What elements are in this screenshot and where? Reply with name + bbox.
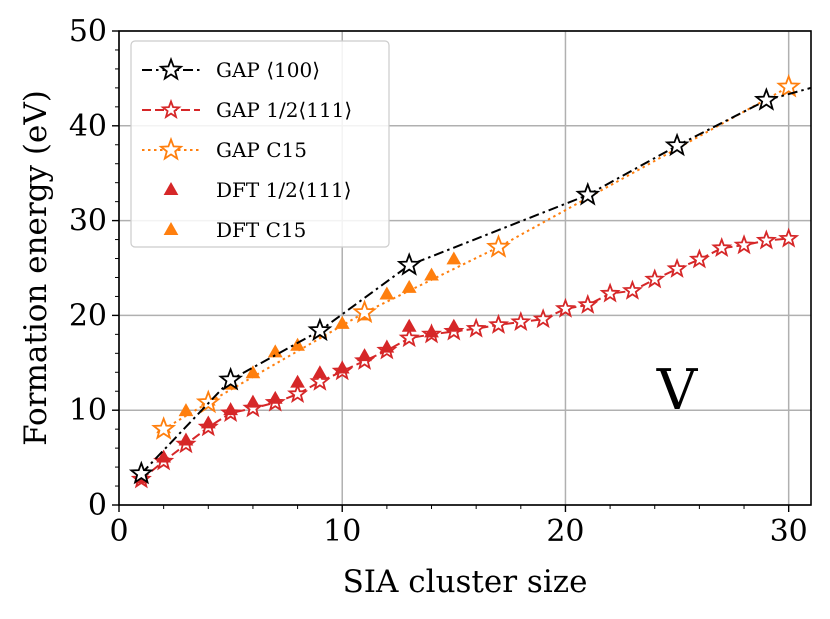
data-point-star bbox=[688, 248, 710, 269]
data-point-star bbox=[577, 293, 599, 314]
y-tick-label: 20 bbox=[69, 298, 107, 333]
data-point-star bbox=[554, 297, 576, 318]
y-tick-label: 30 bbox=[69, 204, 107, 239]
y-tick-label: 10 bbox=[69, 393, 107, 428]
legend-label: GAP C15 bbox=[216, 138, 307, 162]
data-point-star bbox=[644, 268, 666, 289]
x-tick-label: 10 bbox=[323, 514, 361, 549]
data-point-triangle bbox=[334, 315, 350, 329]
data-point-star bbox=[755, 229, 777, 250]
data-point-star bbox=[575, 181, 601, 206]
series-group bbox=[133, 318, 462, 484]
y-axis-label: Formation energy (eV) bbox=[18, 90, 54, 446]
legend: GAP ⟨100⟩ GAP 1/2⟨111⟩ GAP C15 DFT 1/2⟨111⟩… bbox=[130, 40, 390, 248]
data-point-star bbox=[352, 299, 377, 324]
data-point-star bbox=[195, 389, 221, 414]
axis-ticks: 0 10 20 30 0 10 20 30 40 50 bbox=[69, 14, 808, 549]
data-point-star bbox=[733, 234, 755, 255]
data-point-triangle bbox=[290, 337, 305, 351]
series-line bbox=[140, 86, 811, 475]
series-layer bbox=[128, 73, 811, 489]
data-point-triangle bbox=[178, 432, 194, 446]
legend-label: DFT 1/2⟨111⟩ bbox=[216, 178, 352, 202]
data-point-star bbox=[128, 460, 154, 485]
legend-item: GAP ⟨100⟩ bbox=[142, 56, 320, 82]
data-point-star bbox=[309, 370, 331, 391]
legend-label: GAP 1/2⟨111⟩ bbox=[216, 98, 352, 122]
data-point-triangle bbox=[267, 390, 283, 404]
data-point-star bbox=[711, 237, 733, 258]
legend-marker-star bbox=[158, 56, 184, 81]
data-point-triangle bbox=[312, 365, 328, 379]
data-point-triangle bbox=[334, 360, 350, 374]
data-point-star bbox=[487, 313, 510, 334]
legend-label: DFT C15 bbox=[216, 218, 306, 242]
data-point-triangle bbox=[424, 324, 439, 338]
data-point-star bbox=[486, 234, 511, 258]
data-point-triangle bbox=[223, 402, 238, 416]
data-point-star bbox=[776, 73, 802, 98]
data-point-star bbox=[287, 383, 309, 404]
data-point-triangle bbox=[290, 374, 305, 388]
data-point-star bbox=[510, 310, 532, 331]
series-group bbox=[128, 86, 811, 485]
data-point-triangle bbox=[424, 267, 439, 281]
data-point-star bbox=[753, 87, 779, 111]
y-tick-label: 50 bbox=[69, 14, 107, 49]
data-point-star bbox=[307, 317, 333, 342]
legend-item: DFT 1/2⟨111⟩ bbox=[163, 178, 352, 202]
data-point-star bbox=[532, 308, 554, 329]
data-point-star bbox=[599, 282, 621, 303]
legend-box bbox=[130, 40, 390, 248]
legend-marker-star bbox=[158, 136, 184, 161]
y-tick-label: 0 bbox=[88, 488, 107, 523]
data-point-star bbox=[621, 279, 643, 300]
data-point-star bbox=[151, 416, 177, 440]
data-point-star bbox=[396, 252, 422, 276]
y-tick-label: 40 bbox=[69, 109, 107, 144]
x-tick-label: 20 bbox=[546, 514, 584, 549]
data-point-star bbox=[666, 257, 688, 278]
legend-marker-triangle bbox=[163, 182, 179, 195]
data-point-triangle bbox=[156, 449, 172, 463]
data-point-triangle bbox=[245, 394, 261, 408]
series-group bbox=[156, 251, 462, 434]
data-point-triangle bbox=[267, 344, 283, 358]
data-point-triangle bbox=[401, 279, 417, 293]
x-tick-label: 30 bbox=[770, 514, 808, 549]
legend-item: GAP C15 bbox=[142, 136, 307, 162]
data-point-star bbox=[465, 317, 487, 338]
x-axis-label: SIA cluster size bbox=[343, 564, 588, 600]
data-point-star bbox=[218, 366, 244, 391]
data-point-triangle bbox=[357, 348, 372, 362]
data-point-star bbox=[778, 227, 800, 248]
legend-item: GAP 1/2⟨111⟩ bbox=[142, 98, 352, 122]
series-group bbox=[151, 73, 802, 440]
legend-marker-star bbox=[160, 98, 182, 119]
data-point-triangle bbox=[379, 286, 395, 300]
data-point-star bbox=[398, 327, 420, 348]
data-point-star bbox=[664, 132, 690, 157]
legend-marker-triangle bbox=[163, 222, 179, 235]
data-point-triangle bbox=[379, 339, 395, 353]
data-point-triangle bbox=[446, 318, 462, 332]
legend-label: GAP ⟨100⟩ bbox=[216, 58, 320, 82]
x-tick-label: 0 bbox=[109, 514, 128, 549]
data-point-triangle bbox=[401, 318, 417, 332]
data-point-triangle bbox=[200, 415, 216, 429]
data-point-triangle bbox=[446, 251, 462, 265]
data-point-triangle bbox=[245, 365, 261, 379]
plot-frame bbox=[118, 30, 812, 506]
legend-item: DFT C15 bbox=[163, 218, 306, 242]
panel-annotation: V bbox=[656, 358, 699, 423]
